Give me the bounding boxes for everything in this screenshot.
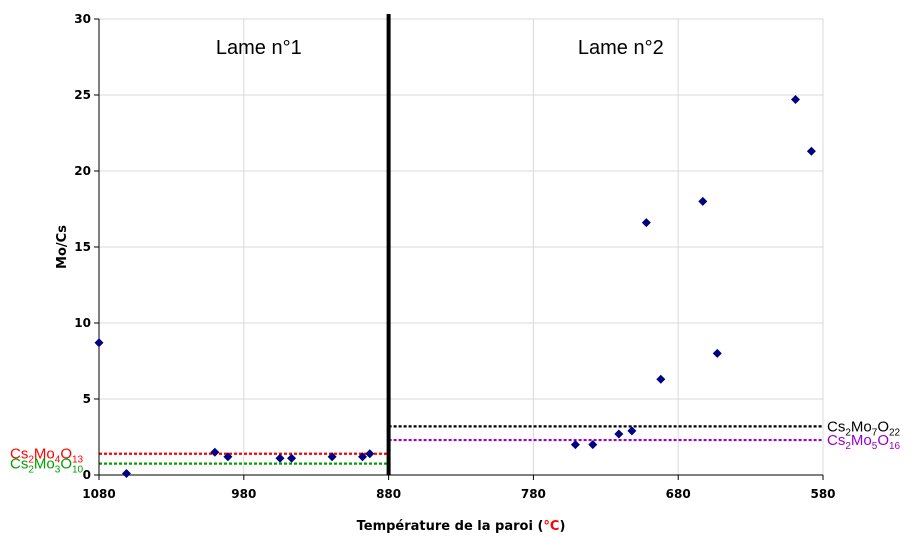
data-point (210, 447, 220, 457)
x-tick-label: 880 (376, 487, 401, 501)
formula-subscript: 2 (845, 441, 851, 452)
data-point (287, 453, 297, 463)
reference-lines (99, 425, 823, 465)
formula-subscript: 2 (845, 427, 851, 438)
data-point (275, 453, 285, 463)
y-tick-label: 0 (83, 468, 91, 482)
formula-element: Cs (10, 446, 28, 463)
formula-element: Cs (10, 456, 28, 473)
y-axis-title: Mo/Cs (55, 225, 70, 269)
data-point (223, 452, 233, 462)
data-point (570, 440, 580, 450)
data-point (627, 426, 637, 436)
data-point (614, 429, 624, 439)
x-axis-title-close: ) (559, 519, 565, 534)
formula-element: Cs (827, 418, 845, 435)
data-point (790, 95, 800, 105)
formula-label: Cs2Mo4O13 (10, 446, 84, 466)
y-tick-label: 30 (74, 12, 91, 26)
x-tick-labels: 1080 980 880 780 680 580 (82, 487, 835, 501)
axes (94, 14, 824, 480)
data-point (806, 146, 816, 156)
y-tick-labels: 0 5 10 15 20 25 30 (74, 12, 91, 482)
x-tick-label: 780 (521, 487, 546, 501)
formula-subscript: 10 (72, 465, 84, 476)
formula-element: Mo (34, 456, 55, 473)
x-tick-label: 980 (231, 487, 256, 501)
y-tick-label: 20 (74, 164, 91, 178)
data-point (327, 452, 337, 462)
data-points (94, 95, 816, 478)
formula-subscript: 2 (28, 465, 34, 476)
data-point (94, 338, 104, 348)
formula-subscript: 3 (55, 465, 61, 476)
formula-element: Cs (827, 432, 845, 449)
formula-subscript: 2 (28, 455, 34, 466)
x-tick-label: 580 (810, 487, 835, 501)
formula-label: Cs2Mo3O10 (10, 456, 84, 476)
data-point (641, 218, 651, 228)
formula-subscript: 16 (889, 441, 901, 452)
x-tick-label: 680 (666, 487, 691, 501)
x-axis-title-text: Température de la paroi ( (357, 519, 544, 534)
panel-label-lame-2: Lame n°2 (578, 37, 664, 59)
x-axis-title-unit: °C (543, 519, 559, 534)
data-point (122, 468, 132, 478)
y-tick-label: 5 (83, 392, 91, 406)
data-point (712, 348, 722, 358)
formula-element: O (877, 418, 889, 435)
data-point (588, 440, 598, 450)
formula-label: Cs2Mo7O22 (827, 418, 901, 438)
formula-element: Mo (34, 446, 55, 463)
formula-element: O (877, 432, 889, 449)
panel-label-lame-1: Lame n°1 (216, 37, 302, 59)
formula-element: O (60, 456, 72, 473)
y-tick-label: 10 (74, 316, 91, 330)
formula-element: Mo (851, 432, 872, 449)
formula-subscript: 5 (872, 441, 878, 452)
formula-subscript: 13 (72, 455, 84, 466)
formula-element: Mo (851, 418, 872, 435)
data-point (698, 196, 708, 206)
y-tick-label: 25 (74, 88, 91, 102)
formula-element: O (60, 446, 72, 463)
formula-subscript: 7 (872, 427, 878, 438)
formula-label: Cs2Mo5O16 (827, 432, 901, 452)
data-point (365, 449, 375, 459)
formula-subscript: 4 (55, 455, 61, 466)
data-point (656, 374, 666, 384)
y-tick-label: 15 (74, 240, 91, 254)
x-tick-label: 1080 (82, 487, 115, 501)
x-axis-title: Température de la paroi (°C) (357, 519, 566, 534)
horizontal-gridlines (99, 18, 823, 400)
data-point (358, 452, 368, 462)
formula-subscript: 22 (889, 427, 901, 438)
